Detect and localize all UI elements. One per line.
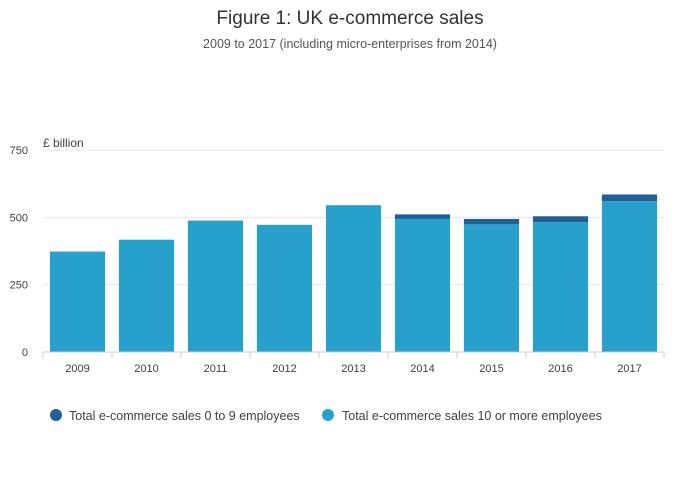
bar-2011-large	[187, 220, 244, 352]
bar-2016-large	[532, 222, 589, 352]
bar-2015-large	[463, 224, 520, 352]
x-tick-label: 2009	[65, 363, 89, 375]
chart-title: Figure 1: UK e-commerce sales	[216, 8, 483, 29]
x-axis: 2009 2010 2011 2012 2013 2014 2015 2016 2017	[42, 351, 665, 375]
legend: Total e-commerce sales 0 to 9 employees T…	[50, 409, 602, 423]
x-tick-label: 2011	[204, 363, 228, 375]
y-tick-label: 750	[10, 145, 28, 157]
x-tick-label: 2015	[479, 363, 503, 375]
bar-2014-large	[394, 218, 451, 352]
y-tick-label: 250	[10, 280, 28, 292]
x-tick-label: 2017	[617, 363, 641, 375]
bar-2009-large	[49, 251, 106, 352]
bar-2012-large	[256, 224, 313, 352]
bars	[49, 194, 658, 352]
legend-label: Total e-commerce sales 0 to 9 employees	[69, 409, 300, 423]
bar-2014-micro	[394, 214, 451, 219]
bar-2010-large	[118, 239, 175, 352]
y-axis-unit-label: £ billion	[43, 136, 84, 150]
chart-subtitle: 2009 to 2017 (including micro-enterprise…	[203, 37, 497, 51]
x-tick-label: 2014	[410, 363, 434, 375]
legend-swatch	[50, 409, 62, 421]
bar-2015-micro	[463, 218, 520, 225]
legend-swatch	[322, 409, 334, 421]
bar-2017-micro	[601, 194, 658, 202]
x-tick-label: 2010	[134, 363, 158, 375]
y-tick-label: 0	[22, 347, 28, 359]
x-tick-label: 2012	[272, 363, 296, 375]
bar-2016-micro	[532, 216, 589, 223]
bar-2017-large	[601, 201, 658, 352]
x-tick-label: 2016	[548, 363, 572, 375]
y-axis-ticks: 0 250 500 750	[10, 145, 28, 359]
legend-label: Total e-commerce sales 10 or more employ…	[342, 409, 602, 423]
y-tick-label: 500	[10, 212, 28, 224]
bar-2013-large	[325, 205, 382, 352]
x-tick-label: 2013	[341, 363, 365, 375]
